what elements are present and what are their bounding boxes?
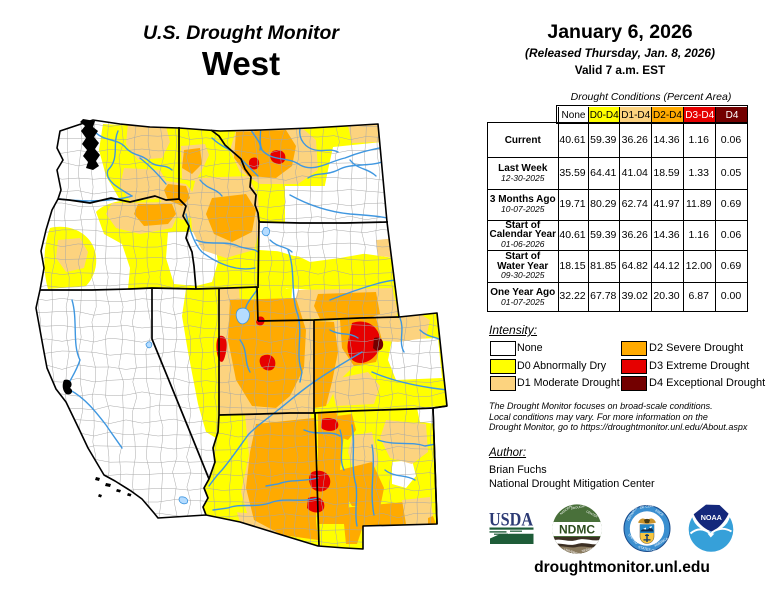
svg-text:UNITED: UNITED	[627, 533, 639, 545]
svg-text:ERCE: ERCE	[654, 509, 665, 518]
svg-text:UNIVERSITY: UNIVERSITY	[564, 547, 582, 555]
svg-text:CENTER: CENTER	[586, 509, 600, 519]
svg-text:NDMC: NDMC	[559, 523, 595, 537]
svg-text:OF COMM: OF COMM	[639, 503, 656, 510]
svg-text:STATES OF: STATES OF	[638, 545, 657, 553]
svg-text:AMERICA: AMERICA	[654, 536, 670, 548]
svg-text:NEBRASKA: NEBRASKA	[581, 545, 598, 553]
svg-text:NOAA: NOAA	[701, 513, 722, 522]
svg-text:DROUGHT MIT.: DROUGHT MIT.	[570, 503, 592, 510]
svg-text:USDA: USDA	[489, 510, 533, 531]
